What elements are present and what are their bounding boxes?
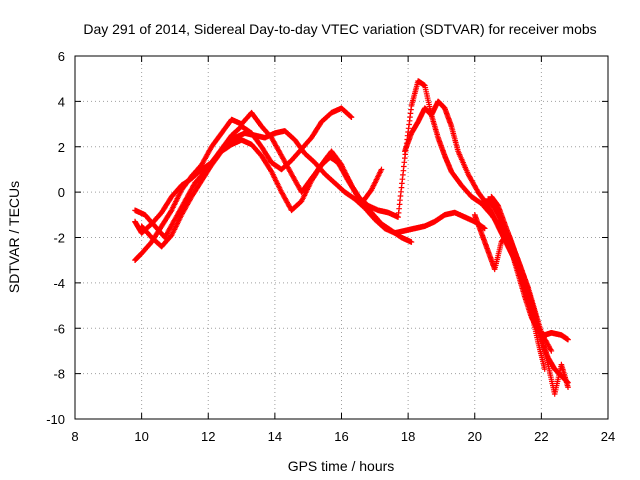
y-tick-label: 4: [58, 94, 65, 109]
y-tick-label: 2: [58, 140, 65, 155]
data-point: [348, 113, 354, 120]
x-tick-label: 10: [134, 429, 148, 444]
x-tick-label: 18: [401, 429, 415, 444]
x-tick-label: 24: [601, 429, 615, 444]
x-tick-label: 16: [334, 429, 348, 444]
data-point: [481, 225, 488, 232]
y-tick-label: -10: [46, 412, 65, 427]
data-point: [408, 239, 415, 245]
x-tick-label: 20: [468, 429, 482, 444]
data-point: [541, 366, 548, 372]
y-tick-label: 0: [58, 185, 65, 200]
data-series: [132, 78, 571, 397]
y-tick-label: 6: [58, 49, 65, 64]
y-tick-label: -2: [53, 231, 65, 246]
y-tick-label: -8: [53, 367, 65, 382]
x-axis-label: GPS time / hours: [288, 458, 395, 474]
y-axis-label: SDTVAR / TECUs: [6, 181, 22, 293]
data-point: [565, 384, 571, 391]
data-point: [348, 114, 355, 121]
plot-frame: [74, 55, 609, 420]
chart-title: Day 291 of 2014, Sidereal Day-to-day VTE…: [83, 21, 596, 37]
x-tick-label: 22: [534, 429, 548, 444]
data-point: [548, 348, 555, 354]
x-tick-label: 12: [201, 429, 215, 444]
y-tick-label: -4: [53, 276, 65, 291]
series-track-8: [471, 212, 555, 354]
data-point: [565, 336, 571, 343]
y-tick-labels: -10 -8 -6 -4 -2 0 2 4 6: [46, 49, 65, 427]
x-tick-label: 8: [71, 429, 78, 444]
y-tick-label: -6: [53, 321, 65, 336]
series-track-9: [488, 193, 548, 372]
x-tick-label: 14: [268, 429, 282, 444]
x-tick-labels: 8 10 12 14 16 18 20 22 24: [71, 429, 615, 444]
data-point: [378, 166, 385, 173]
